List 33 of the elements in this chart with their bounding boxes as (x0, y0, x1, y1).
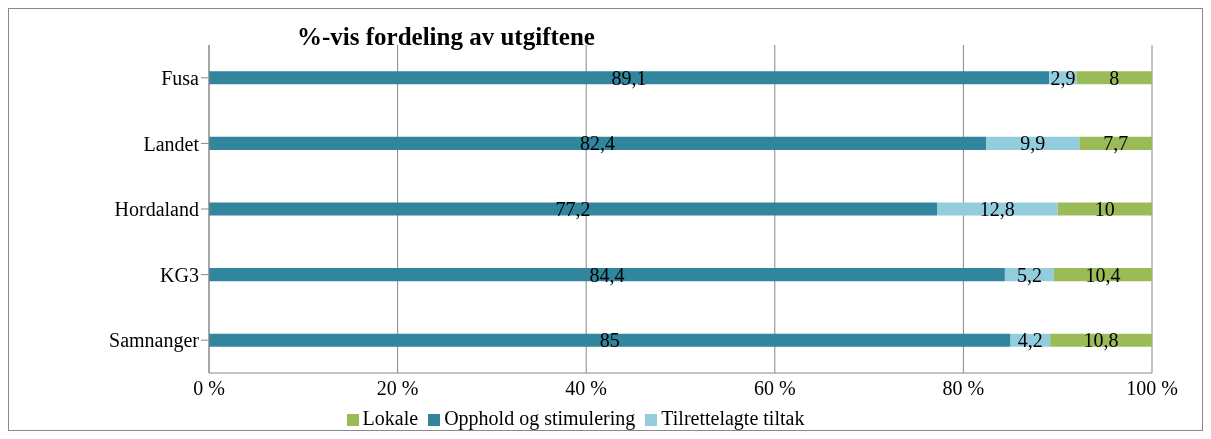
y-tick-label: KG3 (160, 263, 199, 286)
data-label: 2,9 (1050, 66, 1076, 89)
data-label: 5,2 (1016, 263, 1042, 286)
data-label: 82,4 (580, 132, 616, 155)
y-tick-label: Samnanger (109, 329, 200, 353)
data-label: 10,4 (1085, 263, 1121, 286)
data-label: 77,2 (555, 198, 591, 220)
chart-title: %-vis fordeling av utgiftene (297, 23, 595, 51)
y-tick-label: Hordaland (114, 198, 199, 221)
legend-label: Tilrettelagte tiltak (661, 407, 805, 429)
data-label: 85 (599, 329, 620, 352)
x-tick-label: 0 % (193, 377, 225, 400)
y-tick-label: Landet (143, 132, 200, 155)
data-label: 10 (1094, 198, 1115, 220)
x-tick-label: 20 % (376, 377, 419, 400)
data-label: 84,4 (589, 263, 625, 286)
data-label: 8 (1109, 66, 1120, 89)
x-tick-label: 40 % (565, 377, 608, 400)
x-tick-label: 100 % (1126, 377, 1178, 400)
data-label: 7,7 (1103, 132, 1129, 155)
bar (1076, 71, 1152, 85)
x-tick-label: 60 % (753, 377, 796, 400)
legend-label: Lokale (362, 407, 419, 429)
data-label: 89,1 (611, 66, 647, 89)
data-label: 4,2 (1017, 329, 1043, 352)
bar (209, 333, 1011, 347)
data-label: 12,8 (979, 198, 1015, 220)
data-label: 10,8 (1083, 329, 1119, 352)
data-label: 9,9 (1020, 132, 1046, 155)
legend-label: Opphold og stimulering (444, 407, 636, 429)
y-tick-label: Fusa (161, 66, 200, 89)
x-tick-label: 80 % (942, 377, 985, 400)
bar (1057, 202, 1152, 216)
